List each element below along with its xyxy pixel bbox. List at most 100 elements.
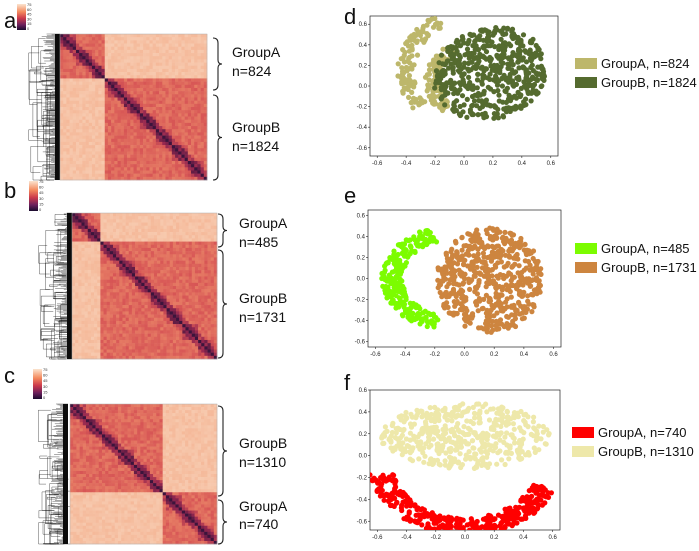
scatter-point xyxy=(500,513,506,519)
scatter-point xyxy=(523,452,529,458)
scatter-point xyxy=(510,82,516,88)
x-tick-label: -0.2 xyxy=(431,535,442,541)
panel-label-f: f xyxy=(344,370,351,395)
scatter-point xyxy=(409,53,415,59)
scatter-point xyxy=(531,482,537,488)
scatter-point xyxy=(532,426,538,432)
scatter-point xyxy=(397,435,403,441)
scatter-point xyxy=(525,424,531,430)
scatter-point xyxy=(533,76,540,82)
scatter-point xyxy=(470,404,476,410)
scatter-point xyxy=(422,419,429,425)
scatter-point xyxy=(493,323,499,329)
scatter-point xyxy=(435,267,441,273)
scatter-point xyxy=(483,448,489,455)
scatter-point xyxy=(520,498,526,504)
scatter-point xyxy=(407,35,413,41)
y-tick-label: -0.4 xyxy=(357,497,368,503)
scatter-point xyxy=(407,430,413,436)
scatter-point xyxy=(510,35,516,42)
scatter-point xyxy=(406,73,412,79)
legend-label: GroupB, n=1731 xyxy=(601,260,697,275)
y-tick-label: 0.6 xyxy=(359,22,368,28)
legend-swatch xyxy=(575,77,597,88)
scatter-point xyxy=(501,264,507,270)
scatter-point xyxy=(526,488,532,494)
scatter-point xyxy=(483,517,489,523)
scatter-point xyxy=(516,504,523,510)
scatter-point xyxy=(526,251,532,257)
scatter-point xyxy=(473,230,479,236)
scatter-point xyxy=(496,92,502,98)
scatter-point xyxy=(511,413,517,419)
x-tick-label: -0.6 xyxy=(370,352,381,358)
scatter-point xyxy=(428,456,434,462)
x-tick-label: 0.2 xyxy=(490,535,499,541)
scatter-point xyxy=(505,449,511,455)
scatter-point xyxy=(519,456,525,462)
scatter-point xyxy=(481,254,487,260)
colorbar-gradient xyxy=(29,181,38,211)
scatter-point xyxy=(408,244,414,250)
y-tick-label: 0.0 xyxy=(357,277,366,283)
scatter-point xyxy=(442,462,448,468)
scatter-point xyxy=(385,492,391,499)
scatter-point xyxy=(409,304,415,310)
scatter-point xyxy=(459,37,466,43)
scatter-point xyxy=(496,302,502,308)
scatter-point xyxy=(489,523,495,529)
scatter-point xyxy=(516,56,522,62)
scatter-point xyxy=(444,58,450,64)
scatter-point xyxy=(504,321,510,327)
scatter-point xyxy=(529,62,535,68)
scatter-point xyxy=(504,430,510,436)
scatter-point xyxy=(448,427,454,433)
scatter-point xyxy=(479,432,485,438)
colorbar-tick: 60 xyxy=(27,7,32,12)
scatter-point xyxy=(530,84,536,90)
scatter-point xyxy=(440,61,446,67)
scatter-point xyxy=(397,300,403,306)
scatter-point xyxy=(456,52,462,58)
scatter-point xyxy=(440,46,446,52)
scatter-point xyxy=(497,66,503,73)
scatter-point xyxy=(510,62,516,68)
scatter-point xyxy=(501,72,507,78)
scatter-point xyxy=(450,70,456,76)
scatter-plot-e: -0.6 -0.4 -0.2 0.0 0.2 0.4 0.6 0.6 0.4 0.2 0.0 -0.2… xyxy=(355,209,697,358)
scatter-point xyxy=(370,472,373,478)
scatter-point xyxy=(418,439,424,445)
scatter-point xyxy=(528,98,534,104)
dendrogram-b xyxy=(38,212,77,360)
scatter-point xyxy=(451,86,457,92)
scatter-point xyxy=(462,60,468,66)
scatter-point xyxy=(445,436,452,443)
scatter-point xyxy=(470,530,475,535)
scatter-point xyxy=(527,39,534,46)
scatter-point xyxy=(398,413,404,419)
heatmap-c xyxy=(69,403,218,545)
scatter-point xyxy=(495,432,501,438)
scatter-point xyxy=(516,65,522,71)
scatter-point xyxy=(494,82,501,88)
scatter-point xyxy=(440,278,446,284)
scatter-point xyxy=(494,250,500,256)
scatter-point xyxy=(506,41,512,47)
scatter-point xyxy=(461,424,467,430)
scatter-point xyxy=(503,99,509,105)
scatter-point xyxy=(483,522,490,529)
scatter-point xyxy=(446,465,452,471)
scatter-point xyxy=(532,449,538,455)
scatter-point xyxy=(388,433,394,439)
scatter-point xyxy=(406,510,412,516)
scatter-point xyxy=(388,497,394,503)
scatter-point xyxy=(493,73,499,79)
scatter-point xyxy=(458,464,464,471)
scatter-point xyxy=(480,37,487,43)
scatter-point xyxy=(513,95,520,101)
scatter-point xyxy=(536,423,542,429)
scatter-point xyxy=(411,31,417,37)
legend-label: GroupA, n=740 xyxy=(598,425,687,440)
